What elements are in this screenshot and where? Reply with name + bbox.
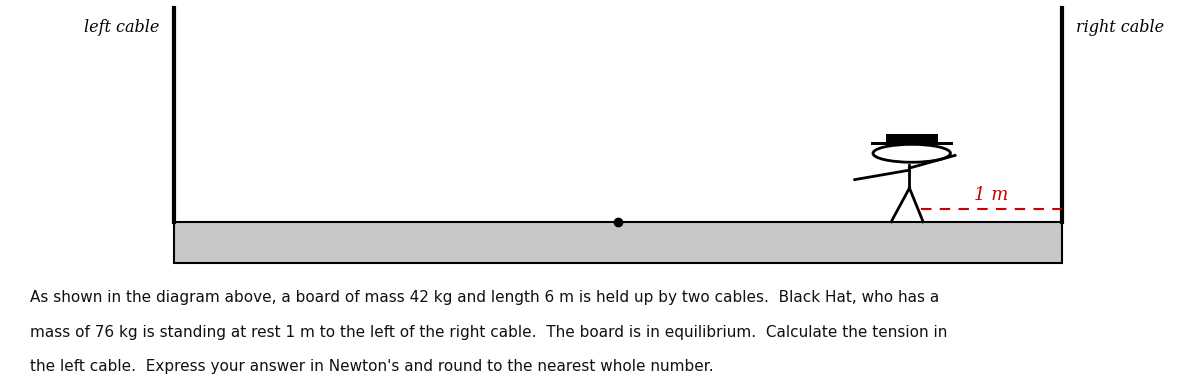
Text: mass of 76 kg is standing at rest 1 m to the left of the right cable.  The board: mass of 76 kg is standing at rest 1 m to…: [30, 325, 947, 340]
Text: left cable: left cable: [84, 19, 160, 37]
Text: As shown in the diagram above, a board of mass 42 kg and length 6 m is held up b: As shown in the diagram above, a board o…: [30, 290, 940, 305]
Text: the left cable.  Express your answer in Newton's and round to the nearest whole : the left cable. Express your answer in N…: [30, 359, 714, 374]
Bar: [174, 222, 1062, 263]
Text: 1 m: 1 m: [974, 186, 1009, 204]
Bar: [886, 134, 938, 142]
Bar: [871, 142, 953, 145]
Text: right cable: right cable: [1076, 19, 1164, 37]
